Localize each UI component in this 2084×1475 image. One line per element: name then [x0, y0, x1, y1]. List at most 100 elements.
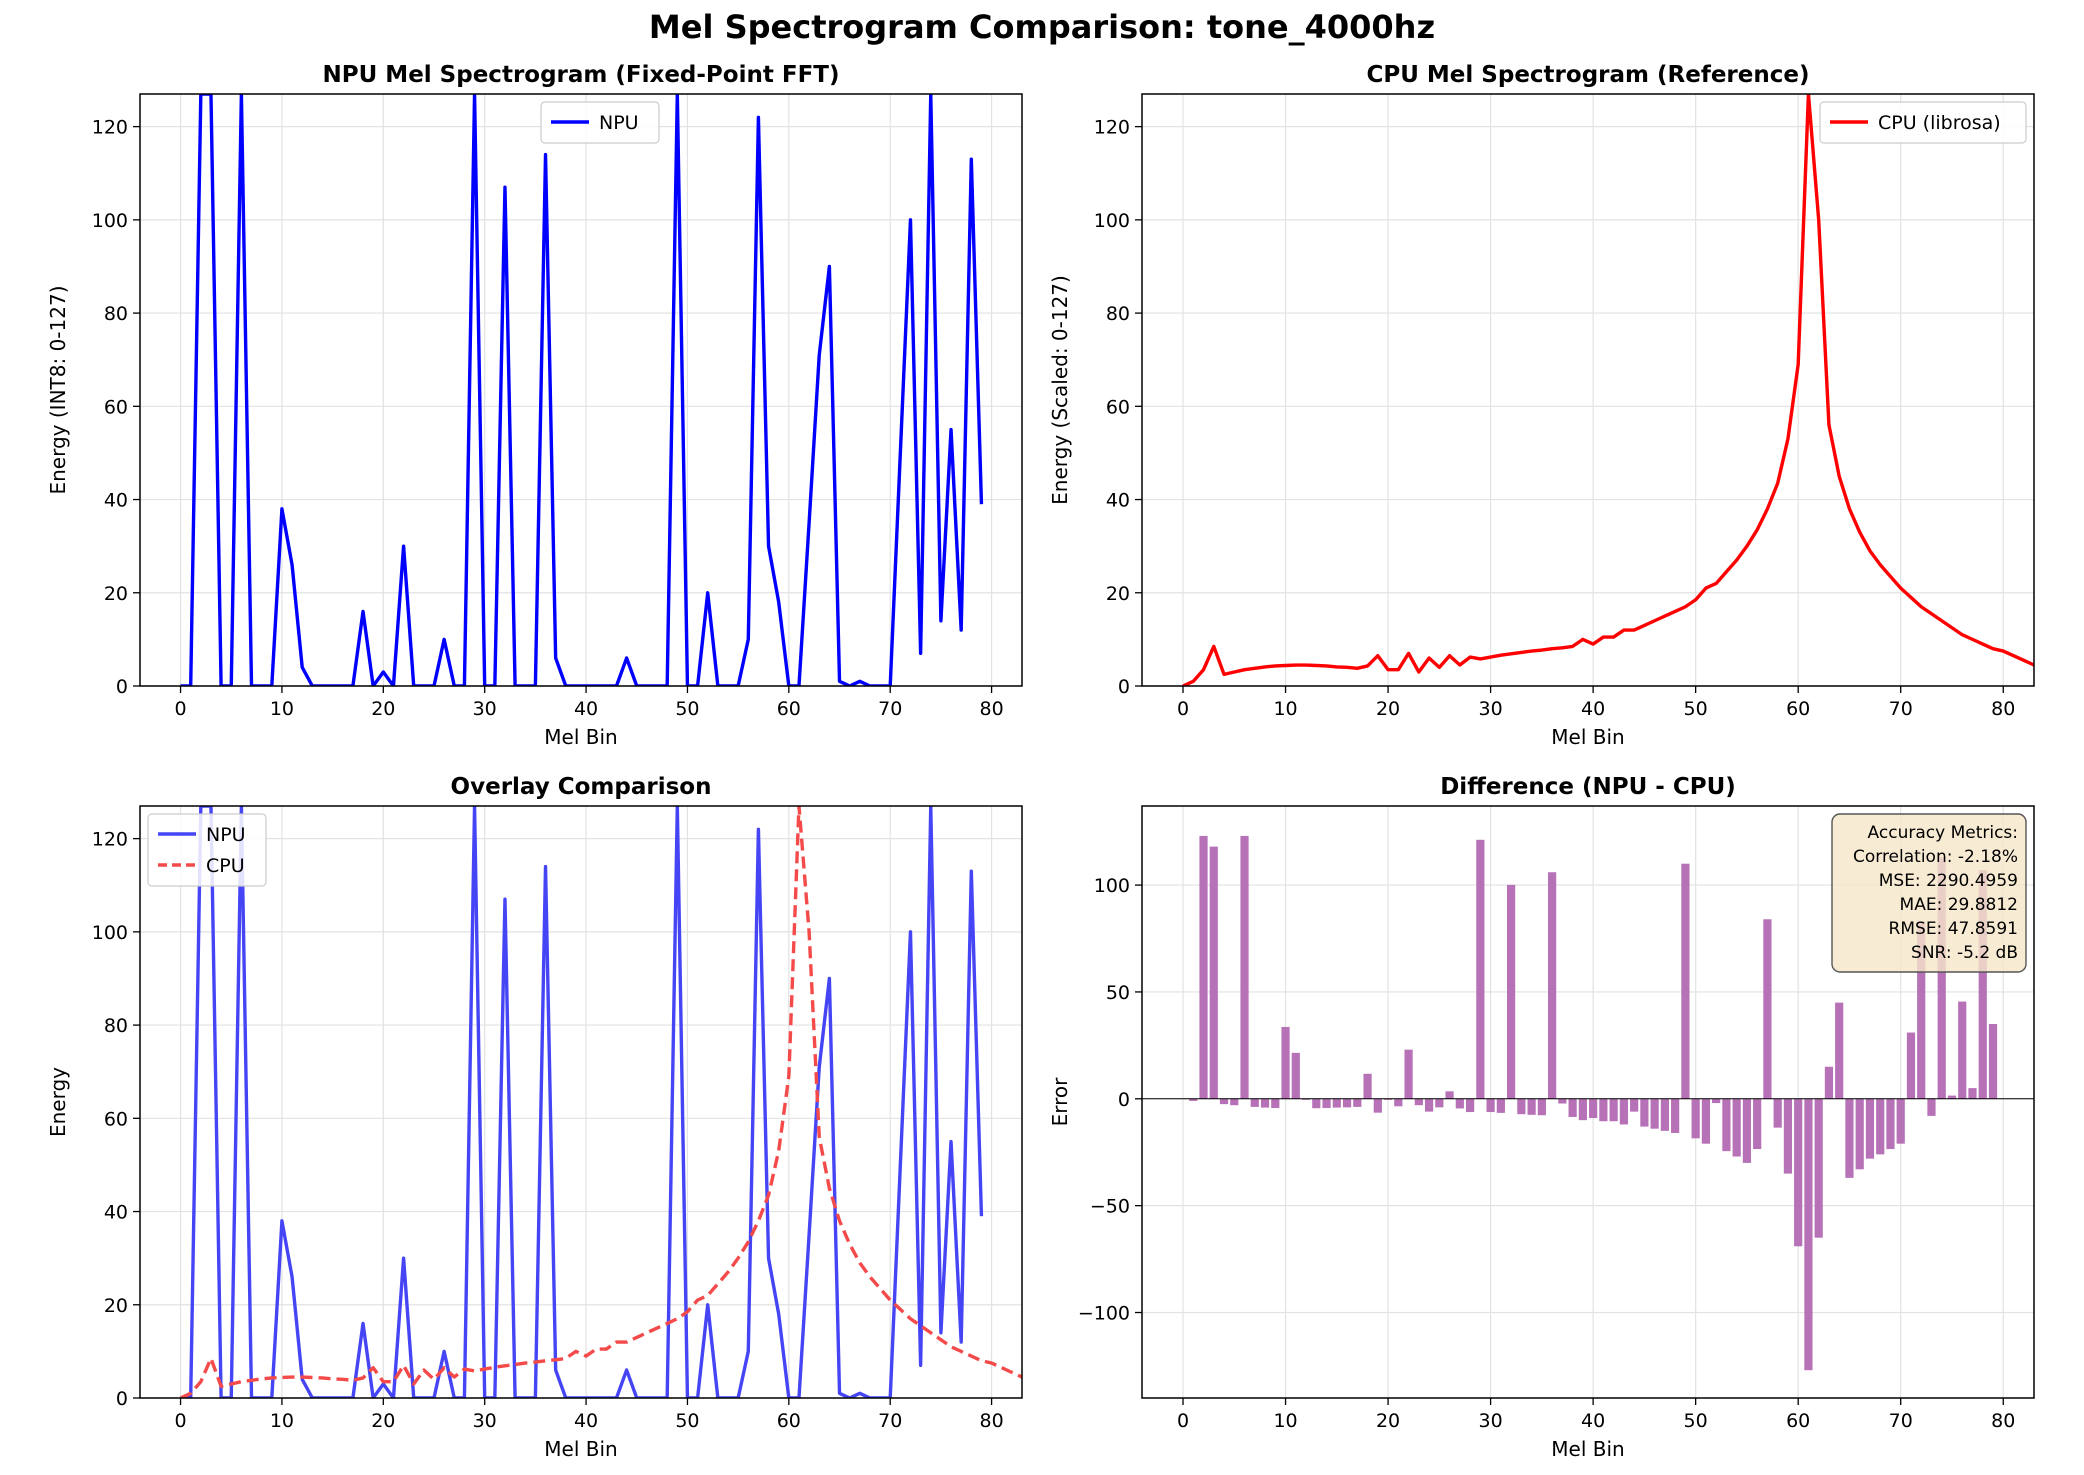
difference-bar	[1609, 1098, 1618, 1122]
difference-bar	[1281, 1026, 1290, 1099]
x-tick-label: 40	[1581, 1410, 1605, 1432]
metrics-line: MAE: 29.8812	[1900, 895, 2018, 915]
difference-bar	[1742, 1098, 1752, 1163]
difference-bar	[1199, 835, 1208, 1099]
difference-bar	[1558, 1098, 1567, 1104]
x-tick-label: 80	[1991, 1410, 2015, 1432]
y-tick-label: 120	[92, 829, 128, 851]
difference-bar	[1701, 1098, 1711, 1144]
difference-bar	[1773, 1098, 1782, 1128]
difference-bar	[1722, 1098, 1731, 1152]
difference-bar	[1455, 1098, 1464, 1109]
x-tick-label: 10	[1273, 698, 1297, 720]
difference-bar	[1589, 1098, 1598, 1119]
x-tick-label: 50	[675, 698, 699, 720]
y-tick-label: 60	[1106, 396, 1130, 418]
cpu-spectrogram-panel: 0 10 20 30 40 50 60 70 80 0 20 40 60 80 100 120 CPU Mel …	[1048, 62, 2035, 749]
difference-bar	[1927, 1098, 1936, 1116]
difference-bar	[1845, 1098, 1854, 1178]
difference-bar	[1824, 1066, 1834, 1099]
difference-bar	[1660, 1098, 1669, 1131]
y-tick-label: 100	[92, 922, 128, 944]
y-tick-label: 0	[116, 1388, 128, 1410]
npu-spectrogram-panel: 0 10 20 30 40 50 60 70 80 0 20 40 60 80 100 120 NPU Mel …	[46, 62, 1023, 749]
difference-panel: 0 10 20 30 40 50 60 70 80 −100 −50 0 50 100 Difference…	[1048, 774, 2035, 1461]
x-tick-label: 50	[1684, 1410, 1708, 1432]
x-tick-label: 0	[175, 698, 187, 720]
x-tick-label: 20	[371, 1410, 395, 1432]
y-tick-label: 120	[1094, 117, 1130, 139]
x-tick-label: 30	[473, 1410, 497, 1432]
y-tick-label: −50	[1090, 1196, 1130, 1218]
metrics-box-background	[1831, 813, 2027, 973]
difference-bar	[1794, 1098, 1803, 1247]
y-tick-label: 80	[104, 303, 128, 325]
x-tick-label: 20	[1376, 1410, 1400, 1432]
difference-bar	[1414, 1098, 1423, 1106]
difference-bar	[1630, 1098, 1639, 1112]
difference-bar	[1219, 1098, 1229, 1105]
x-tick-label: 10	[1273, 1410, 1297, 1432]
x-tick-label: 20	[1376, 698, 1400, 720]
x-tick-label: 60	[777, 698, 801, 720]
y-tick-label: 80	[1106, 303, 1130, 325]
difference-bar	[1342, 1098, 1352, 1108]
x-tick-label: 80	[979, 698, 1003, 720]
difference-bar	[1424, 1098, 1434, 1112]
difference-bar	[1301, 1098, 1311, 1100]
x-axis-label: Mel Bin	[1551, 725, 1624, 749]
difference-bar	[1291, 1052, 1300, 1099]
legend-label: NPU	[206, 824, 246, 846]
x-tick-label: 80	[979, 1410, 1003, 1432]
difference-bar	[1353, 1098, 1362, 1107]
y-tick-label: 100	[92, 210, 128, 232]
difference-bar	[1568, 1098, 1577, 1117]
difference-bar	[1260, 1098, 1270, 1108]
legend: NPU	[540, 101, 660, 144]
difference-bar	[1209, 846, 1218, 1099]
x-tick-label: 70	[1889, 1410, 1913, 1432]
x-tick-label: 70	[878, 1410, 902, 1432]
difference-bar	[1230, 1098, 1239, 1106]
difference-bar	[1968, 1088, 1977, 1099]
x-tick-label: 60	[777, 1410, 801, 1432]
difference-bar	[1404, 1049, 1413, 1099]
legend: CPU (librosa)	[1819, 101, 2027, 144]
axes-frame	[1141, 805, 2035, 1399]
difference-bar	[1988, 1023, 1998, 1099]
y-tick-label: 0	[1118, 1089, 1130, 1111]
x-tick-label: 50	[675, 1410, 699, 1432]
x-axis-label: Mel Bin	[544, 1437, 617, 1461]
x-axis-label: Mel Bin	[544, 725, 617, 749]
y-tick-label: 40	[104, 1202, 128, 1224]
npu-series-line	[180, 94, 984, 686]
y-tick-label: 60	[104, 1108, 128, 1130]
x-tick-label: 60	[1786, 1410, 1810, 1432]
panel-title: NPU Mel Spectrogram (Fixed-Point FFT)	[323, 62, 840, 88]
difference-bar	[1445, 1091, 1454, 1099]
difference-bar	[1640, 1098, 1649, 1127]
difference-bar	[1465, 1098, 1475, 1113]
difference-bar	[1855, 1098, 1864, 1170]
difference-bar	[1937, 857, 1946, 1099]
x-tick-label: 80	[1991, 698, 2015, 720]
x-tick-label: 40	[574, 1410, 598, 1432]
difference-bar	[1189, 1098, 1198, 1101]
y-tick-label: 0	[116, 676, 128, 698]
legend-box	[540, 101, 660, 144]
metrics-line: MSE: 2290.4959	[1879, 871, 2018, 891]
difference-bar	[1507, 884, 1516, 1099]
difference-bar	[1517, 1098, 1526, 1115]
difference-bar	[1691, 1098, 1700, 1139]
difference-bar	[1619, 1098, 1628, 1125]
y-tick-label: 80	[104, 1015, 128, 1037]
panel-title: CPU Mel Spectrogram (Reference)	[1367, 62, 1810, 88]
y-tick-label: 50	[1106, 982, 1130, 1004]
x-tick-label: 70	[878, 698, 902, 720]
difference-bar	[1947, 1095, 1957, 1099]
legend: NPU CPU	[147, 813, 267, 887]
difference-bar	[1548, 872, 1557, 1099]
difference-bar	[1732, 1098, 1741, 1157]
metrics-line: Correlation: -2.18%	[1853, 847, 2018, 867]
difference-bar	[1322, 1098, 1331, 1108]
